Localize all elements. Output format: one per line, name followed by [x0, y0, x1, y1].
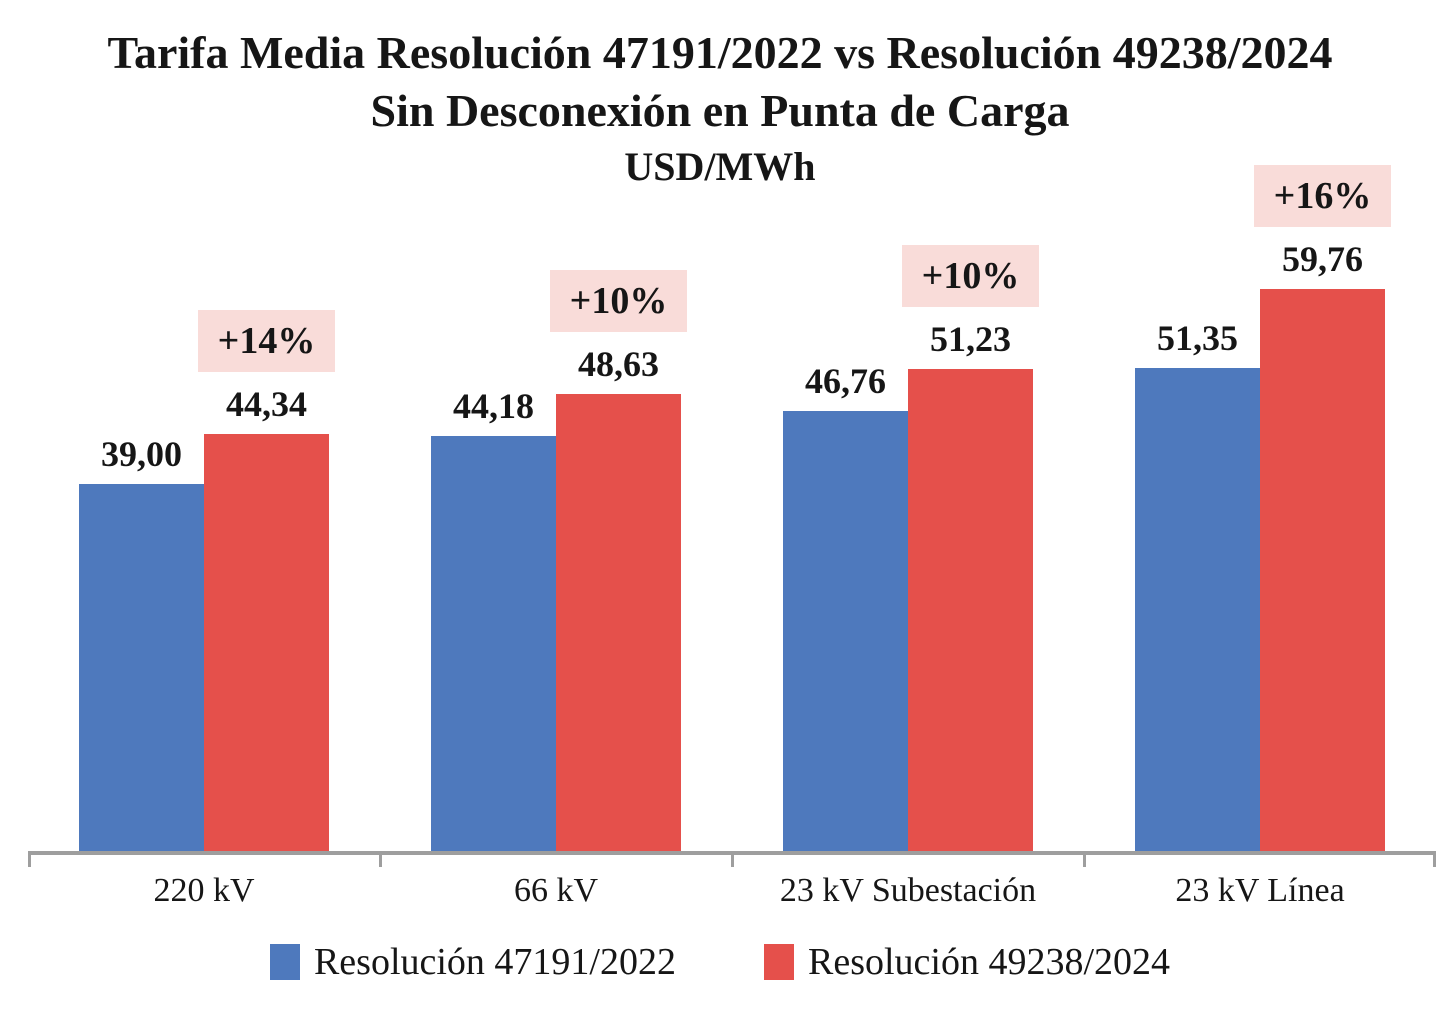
bar-res-47191-2022	[1135, 368, 1260, 851]
bar-value-label: 59,76	[1282, 239, 1363, 279]
bar-res-47191-2022	[783, 411, 908, 851]
bar-res-49238-2024	[1260, 289, 1385, 851]
axis-tick-layer	[28, 855, 1436, 867]
legend-swatch-blue	[269, 944, 300, 980]
legend: Resolución 47191/2022 Resolución 49238/20…	[0, 938, 1440, 986]
bar-group-2: 44,18 +10% 48,63	[380, 160, 732, 851]
bar-column: +10% 51,23	[901, 160, 1040, 851]
bar-res-47191-2022	[79, 484, 204, 851]
cropped-text-remnant-text: Tarifa Media Resolución 47191/2022 vs Re…	[0, 0, 1440, 12]
legend-label: Resolución 49238/2024	[808, 941, 1171, 983]
legend-item: Resolución 49238/2024	[764, 938, 1170, 986]
bar-res-49238-2024	[908, 369, 1033, 851]
bar-column: 46,76	[783, 160, 908, 851]
legend-swatch-red	[764, 944, 794, 980]
bar-value-label: 51,35	[1157, 318, 1238, 358]
bar-value-label: 51,23	[930, 319, 1011, 359]
axis-tick	[1433, 855, 1436, 867]
legend-label: Resolución 47191/2022	[313, 941, 676, 983]
bar-res-49238-2024	[556, 394, 681, 851]
bar-value-label: 44,34	[226, 384, 307, 424]
bar-column: 44,18	[431, 160, 556, 851]
category-label: 66 kV	[513, 872, 599, 909]
bar-column: +10% 48,63	[549, 160, 688, 851]
percent-increase-badge: +14%	[197, 310, 336, 372]
category-axis: 220 kV 66 kV 23 kV Subestación 23 kV Línea	[28, 869, 1436, 913]
bar-value-label: 44,18	[453, 386, 534, 426]
chart-unit-label: USD/MWh	[624, 144, 816, 189]
axis-tick	[28, 855, 31, 867]
bar-res-47191-2022	[431, 436, 556, 851]
bar-column: +16% 59,76	[1253, 160, 1392, 851]
bar-column: 39,00	[79, 160, 204, 851]
bar-group-4: 51,35 +16% 59,76	[1084, 160, 1436, 851]
chart-title-line2: Sin Desconexión en Punta de Carga	[370, 85, 1070, 136]
percent-increase-badge: +10%	[549, 270, 688, 332]
bar-value-label: 46,76	[805, 361, 886, 401]
chart-title-line1: Tarifa Media Resolución 47191/2022 vs Re…	[107, 27, 1333, 78]
percent-increase-badge: +16%	[1253, 165, 1392, 227]
category-label: 220 kV	[153, 872, 255, 909]
bar-column: 51,35	[1135, 160, 1260, 851]
title-block: Tarifa Media Resolución 47191/2022 vs Re…	[0, 0, 1440, 190]
legend-item: Resolución 47191/2022	[269, 938, 676, 986]
axis-tick	[378, 855, 382, 867]
axis-tick	[1082, 855, 1086, 867]
bar-value-label: 48,63	[578, 344, 659, 384]
percent-increase-badge: +10%	[901, 245, 1040, 307]
category-label: 23 kV Línea	[1175, 872, 1345, 909]
cropped-text-remnant: Tarifa Media Resolución 47191/2022 vs Re…	[0, 0, 1440, 13]
axis-tick	[730, 855, 734, 867]
bar-group-3: 46,76 +10% 51,23	[732, 160, 1084, 851]
bar-res-49238-2024	[204, 434, 329, 851]
plot-area: 39,00 +14% 44,34 44,18 +10% 48,63 46,76 +10% 51,…	[28, 160, 1436, 855]
category-label: 23 kV Subestación	[779, 872, 1037, 909]
bar-group-1: 39,00 +14% 44,34	[28, 160, 380, 851]
bar-value-label: 39,00	[101, 434, 182, 474]
bar-column: +14% 44,34	[197, 160, 336, 851]
